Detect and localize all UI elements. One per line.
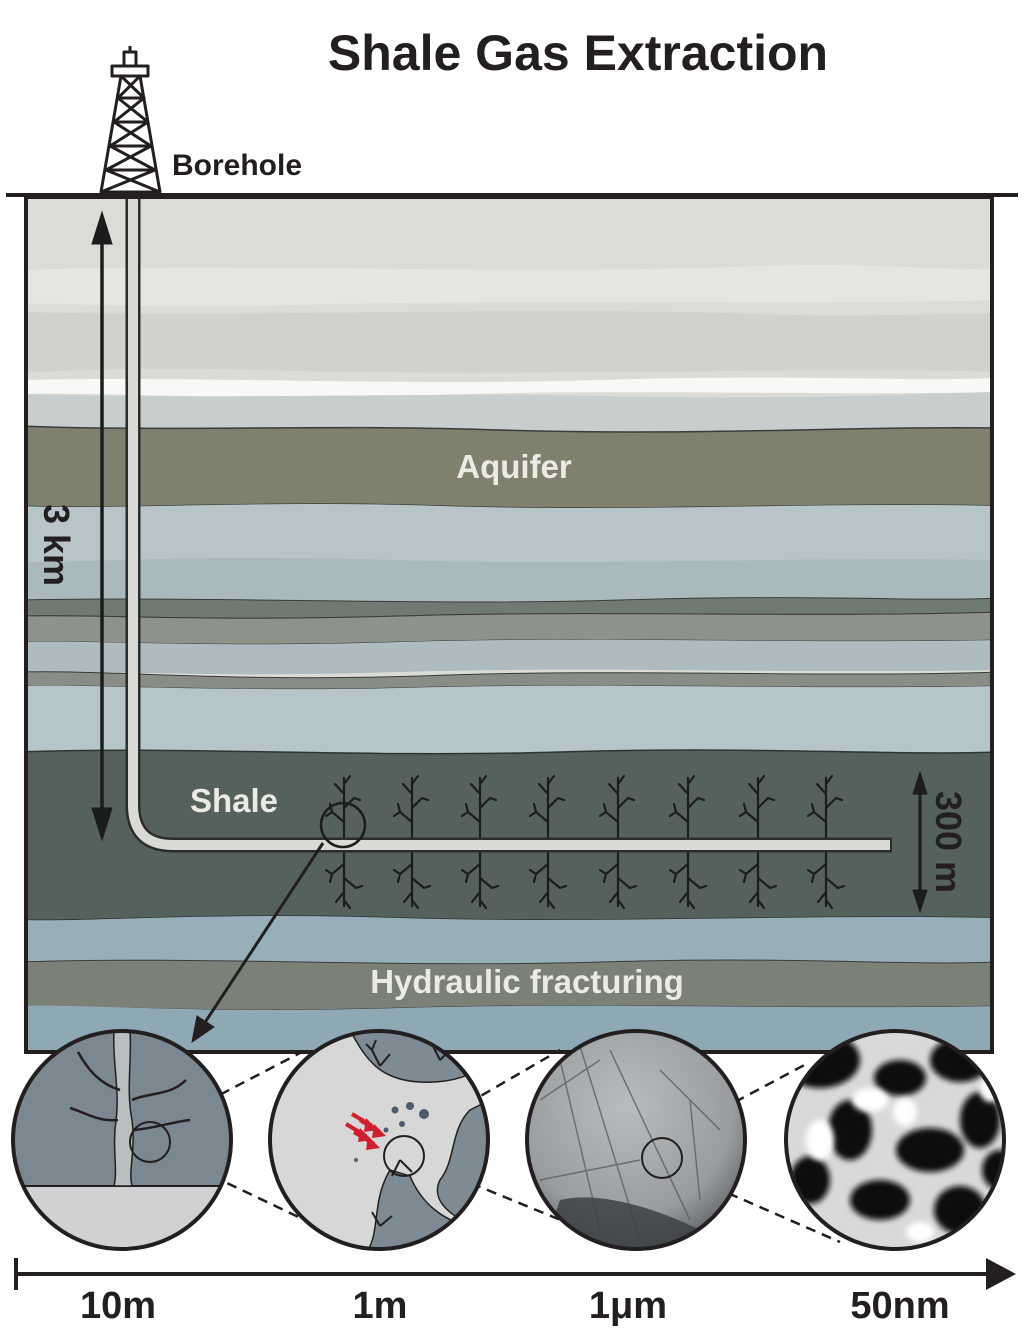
- scale-tick-label: 10m: [80, 1285, 156, 1327]
- scale-tick-label: 1m: [353, 1285, 408, 1327]
- fracture-zone-label: 300 m: [928, 791, 969, 893]
- scale-arrowhead: [986, 1258, 1016, 1290]
- gas-flow-arrows: [344, 1112, 386, 1150]
- sediment-band-3: [26, 392, 992, 433]
- fracture-cluster: [738, 774, 778, 910]
- fracture-zone-arrow: [912, 770, 928, 914]
- cross-section: Aquifer Shale Hydraulic fracturing: [26, 197, 992, 1052]
- grey-band-2: [26, 611, 992, 645]
- shale-layer: [26, 749, 992, 922]
- fracture-cluster: [460, 774, 500, 910]
- fracture-cluster: [392, 774, 432, 910]
- fracture-cluster: [324, 774, 364, 910]
- blue-band-1: [26, 504, 992, 562]
- scale-tick-label: 1μm: [589, 1285, 667, 1327]
- fracture-cluster: [668, 774, 708, 910]
- shale-label: Shale: [190, 782, 278, 819]
- magnifier-1um: [525, 1029, 747, 1251]
- fracture-cluster: [598, 774, 638, 910]
- grey-band-3: [26, 671, 992, 690]
- white-streak: [26, 377, 992, 398]
- blue-band-3: [26, 639, 992, 675]
- blue-band-2: [26, 557, 992, 607]
- fracture-cluster: [528, 774, 568, 910]
- drilling-derrick: [99, 46, 162, 194]
- hydraulic-fracturing-label: Hydraulic fracturing: [370, 963, 684, 1000]
- sediment-band-2: [26, 311, 992, 373]
- blue-band-4: [26, 685, 992, 758]
- scale-bar: [14, 1258, 1016, 1290]
- magnifier-50nm: [784, 1029, 1006, 1251]
- zoom-circle-section: [319, 801, 367, 849]
- magnifier-10m: [11, 1029, 233, 1251]
- borehole-pipe-inner: [128, 197, 890, 850]
- blue-band-6: [26, 1005, 992, 1052]
- depth-arrow: [91, 210, 113, 842]
- borehole-label: Borehole: [172, 149, 302, 182]
- scale-tick-label: 50nm: [850, 1285, 949, 1327]
- fracture-clusters: [324, 774, 846, 910]
- aquifer-label: Aquifer: [456, 448, 572, 485]
- depth-label: 3 km: [36, 504, 77, 586]
- magnifier-1m: [268, 1029, 490, 1251]
- fracture-cluster: [806, 774, 846, 910]
- cross-section-frame: [24, 195, 994, 1054]
- zoom-connector: [191, 842, 325, 1044]
- diagram-title: Shale Gas Extraction: [328, 25, 828, 81]
- light-band-1: [26, 265, 992, 307]
